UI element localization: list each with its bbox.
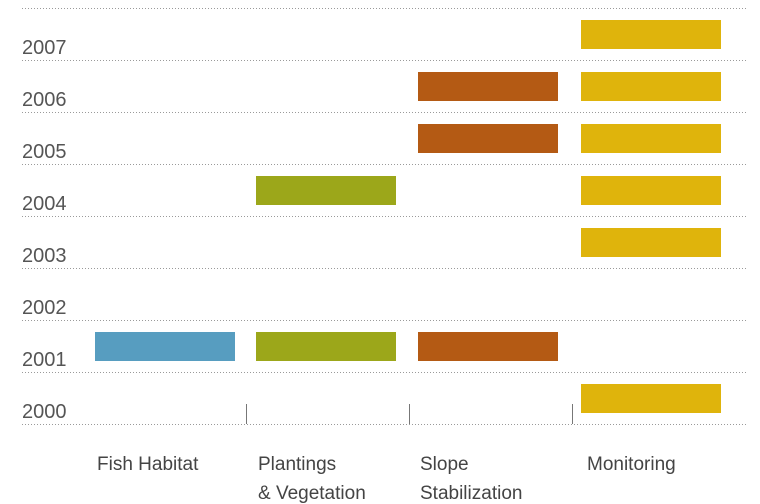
category-label: Fish Habitat (97, 454, 199, 475)
year-label-2007: 2007 (22, 37, 67, 59)
activity-bar (418, 124, 558, 153)
gridlines (22, 8, 748, 425)
category-label: Stabilization (420, 483, 522, 504)
activity-bar (581, 124, 721, 153)
year-label-2001: 2001 (22, 349, 67, 371)
year-label-2004: 2004 (22, 193, 67, 215)
year-label-2002: 2002 (22, 297, 67, 319)
year-label-2003: 2003 (22, 245, 67, 267)
category-label: Slope (420, 454, 469, 475)
activity-bars (95, 20, 721, 413)
activity-bar (581, 228, 721, 257)
category-label: Plantings (258, 454, 336, 475)
category-axis-labels: Fish Habitat Plantings & Vegetation Slope St… (97, 454, 676, 504)
activity-bar (581, 20, 721, 49)
activity-bar (418, 72, 558, 101)
activity-bar (95, 332, 235, 361)
year-label-2005: 2005 (22, 141, 67, 163)
activity-bar (256, 176, 396, 205)
category-separators (246, 404, 573, 424)
category-label: & Vegetation (258, 483, 366, 504)
activity-bar (581, 384, 721, 413)
year-label-2000: 2000 (22, 401, 67, 423)
activity-bar (256, 332, 396, 361)
activity-bar (418, 332, 558, 361)
year-label-2006: 2006 (22, 89, 67, 111)
year-axis-labels: 2000 2001 2002 2003 2004 2005 2006 2007 (22, 37, 67, 423)
activity-bar (581, 72, 721, 101)
activity-bar (581, 176, 721, 205)
category-label: Monitoring (587, 454, 676, 475)
